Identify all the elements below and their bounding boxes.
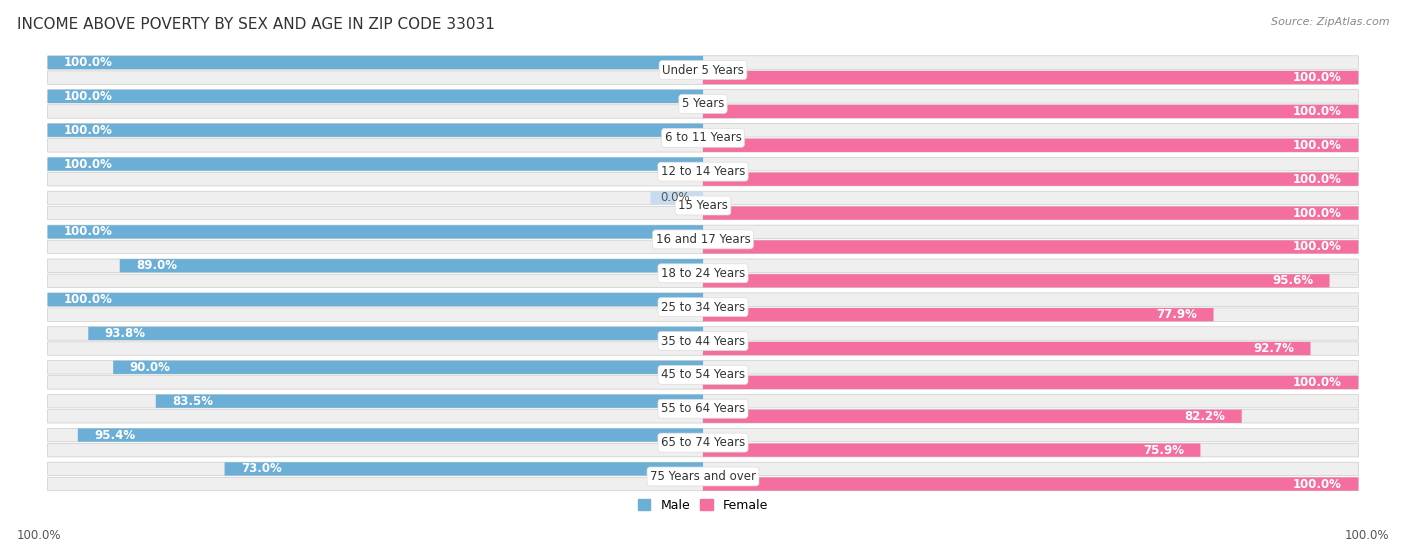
Text: 0.0%: 0.0% [661, 192, 690, 205]
FancyBboxPatch shape [48, 173, 1358, 186]
FancyBboxPatch shape [703, 139, 1358, 152]
Text: 83.5%: 83.5% [173, 395, 214, 408]
Text: 100.0%: 100.0% [1294, 207, 1341, 220]
FancyBboxPatch shape [48, 240, 1358, 254]
FancyBboxPatch shape [120, 259, 703, 272]
FancyBboxPatch shape [48, 206, 1358, 220]
FancyBboxPatch shape [77, 428, 703, 442]
FancyBboxPatch shape [48, 191, 1358, 205]
Text: 45 to 54 Years: 45 to 54 Years [661, 368, 745, 381]
FancyBboxPatch shape [703, 240, 1358, 254]
Text: 89.0%: 89.0% [136, 259, 177, 272]
Text: 100.0%: 100.0% [65, 124, 112, 137]
FancyBboxPatch shape [48, 462, 1358, 476]
Text: 93.8%: 93.8% [105, 327, 146, 340]
Text: 100.0%: 100.0% [65, 225, 112, 238]
Text: 73.0%: 73.0% [240, 462, 281, 476]
Text: 55 to 64 Years: 55 to 64 Years [661, 402, 745, 415]
FancyBboxPatch shape [48, 361, 1358, 374]
Text: 100.0%: 100.0% [65, 158, 112, 170]
FancyBboxPatch shape [703, 443, 1201, 457]
FancyBboxPatch shape [48, 105, 1358, 118]
Text: 25 to 34 Years: 25 to 34 Years [661, 301, 745, 314]
Text: 100.0%: 100.0% [1294, 240, 1341, 253]
Text: 100.0%: 100.0% [1344, 529, 1389, 542]
Text: 100.0%: 100.0% [65, 56, 112, 69]
Text: 100.0%: 100.0% [1294, 173, 1341, 186]
FancyBboxPatch shape [48, 326, 1358, 340]
Text: 82.2%: 82.2% [1184, 410, 1225, 423]
FancyBboxPatch shape [48, 158, 1358, 171]
FancyBboxPatch shape [703, 477, 1358, 491]
FancyBboxPatch shape [48, 293, 1358, 306]
FancyBboxPatch shape [703, 308, 1213, 321]
FancyBboxPatch shape [48, 428, 1358, 442]
Text: 100.0%: 100.0% [17, 529, 62, 542]
FancyBboxPatch shape [48, 56, 703, 69]
FancyBboxPatch shape [48, 376, 1358, 389]
Text: 100.0%: 100.0% [65, 90, 112, 103]
FancyBboxPatch shape [48, 124, 703, 137]
FancyBboxPatch shape [48, 308, 1358, 321]
Text: 16 and 17 Years: 16 and 17 Years [655, 233, 751, 246]
FancyBboxPatch shape [48, 158, 703, 170]
FancyBboxPatch shape [48, 274, 1358, 287]
FancyBboxPatch shape [703, 71, 1358, 84]
FancyBboxPatch shape [48, 293, 703, 306]
Text: 35 to 44 Years: 35 to 44 Years [661, 334, 745, 348]
Text: 15 Years: 15 Years [678, 199, 728, 212]
FancyBboxPatch shape [156, 395, 703, 408]
FancyBboxPatch shape [48, 410, 1358, 423]
FancyBboxPatch shape [703, 410, 1241, 423]
FancyBboxPatch shape [48, 477, 1358, 491]
FancyBboxPatch shape [48, 56, 1358, 69]
Text: 77.9%: 77.9% [1156, 308, 1197, 321]
FancyBboxPatch shape [703, 376, 1358, 389]
FancyBboxPatch shape [703, 173, 1358, 186]
FancyBboxPatch shape [48, 225, 1358, 239]
Text: Source: ZipAtlas.com: Source: ZipAtlas.com [1271, 17, 1389, 27]
Text: 75 Years and over: 75 Years and over [650, 470, 756, 483]
Text: 100.0%: 100.0% [1294, 105, 1341, 118]
FancyBboxPatch shape [48, 342, 1358, 356]
FancyBboxPatch shape [48, 89, 1358, 103]
FancyBboxPatch shape [48, 71, 1358, 84]
Text: 100.0%: 100.0% [1294, 139, 1341, 152]
Text: 6 to 11 Years: 6 to 11 Years [665, 131, 741, 144]
Text: Under 5 Years: Under 5 Years [662, 64, 744, 77]
Text: 65 to 74 Years: 65 to 74 Years [661, 436, 745, 449]
Text: 92.7%: 92.7% [1253, 342, 1294, 355]
FancyBboxPatch shape [48, 124, 1358, 137]
Legend: Male, Female: Male, Female [633, 494, 773, 517]
Text: 100.0%: 100.0% [1294, 71, 1341, 84]
FancyBboxPatch shape [225, 462, 703, 476]
FancyBboxPatch shape [89, 327, 703, 340]
FancyBboxPatch shape [48, 395, 1358, 408]
FancyBboxPatch shape [48, 225, 703, 239]
FancyBboxPatch shape [703, 105, 1358, 118]
FancyBboxPatch shape [114, 361, 703, 374]
Text: 100.0%: 100.0% [1294, 376, 1341, 389]
Text: 95.6%: 95.6% [1272, 274, 1313, 287]
Text: 95.4%: 95.4% [94, 429, 135, 442]
Text: 18 to 24 Years: 18 to 24 Years [661, 267, 745, 280]
FancyBboxPatch shape [48, 90, 703, 103]
Text: 100.0%: 100.0% [1294, 477, 1341, 491]
FancyBboxPatch shape [703, 206, 1358, 220]
Text: 5 Years: 5 Years [682, 97, 724, 111]
Text: 12 to 14 Years: 12 to 14 Years [661, 165, 745, 178]
FancyBboxPatch shape [651, 191, 703, 205]
FancyBboxPatch shape [48, 443, 1358, 457]
Text: 90.0%: 90.0% [129, 361, 170, 374]
Text: 100.0%: 100.0% [65, 293, 112, 306]
FancyBboxPatch shape [703, 342, 1310, 355]
Text: INCOME ABOVE POVERTY BY SEX AND AGE IN ZIP CODE 33031: INCOME ABOVE POVERTY BY SEX AND AGE IN Z… [17, 17, 495, 32]
Text: 75.9%: 75.9% [1143, 444, 1184, 457]
FancyBboxPatch shape [703, 274, 1330, 287]
FancyBboxPatch shape [48, 139, 1358, 152]
FancyBboxPatch shape [48, 259, 1358, 272]
